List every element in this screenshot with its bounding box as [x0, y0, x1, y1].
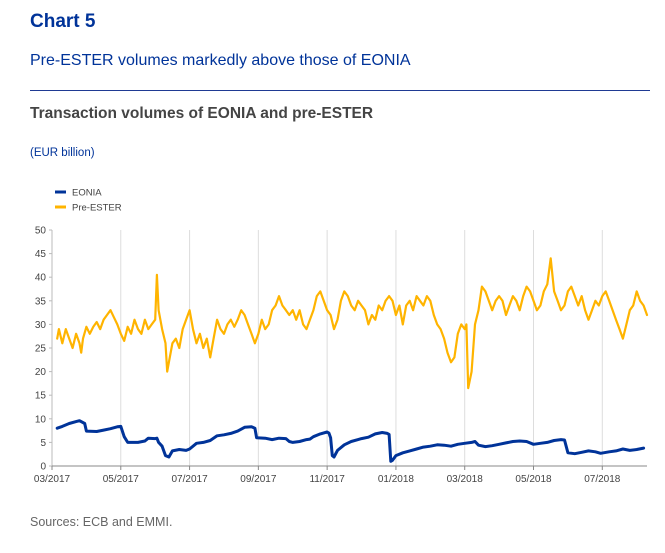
source-note: Sources: ECB and EMMI. — [30, 515, 173, 529]
y-tick-label: 35 — [35, 296, 47, 307]
gridlines — [120, 230, 603, 466]
y-tick-label: 25 — [35, 344, 47, 355]
x-tick-label: 05/2018 — [515, 474, 552, 485]
series-lines — [55, 257, 649, 463]
legend-label-pre-ester: Pre-ESTER — [72, 203, 122, 214]
y-tick-label: 0 — [40, 462, 46, 473]
header-divider — [30, 90, 650, 91]
legend: EONIA Pre-ESTER — [55, 188, 122, 214]
x-tick-label: 07/2018 — [584, 474, 621, 485]
x-tick-label: 07/2017 — [171, 474, 208, 485]
y-tick-label: 20 — [35, 367, 47, 378]
legend-label-eonia: EONIA — [72, 188, 102, 199]
axes: 0 5 10 15 20 25 30 35 40 45 50 03/2017 05/2017 07/201… — [34, 226, 647, 485]
y-tick-label: 10 — [35, 414, 47, 425]
y-tick-label: 5 — [40, 438, 46, 449]
y-tick-label: 45 — [35, 249, 47, 260]
x-tick-label: 03/2017 — [34, 474, 71, 485]
x-tick-label: 01/2018 — [378, 474, 415, 485]
x-tick-label: 09/2017 — [240, 474, 277, 485]
x-tick-label: 11/2017 — [309, 474, 345, 485]
chart-title: Transaction volumes of EONIA and pre-EST… — [30, 105, 374, 122]
series-line-pre-ester — [56, 257, 649, 390]
chart-number: Chart 5 — [30, 11, 96, 32]
y-tick-label: 50 — [35, 226, 47, 237]
x-tick-label: 05/2017 — [103, 474, 140, 485]
y-tick-label: 40 — [35, 273, 47, 284]
unit-label: (EUR billion) — [30, 147, 95, 159]
chart-subtitle: Pre-ESTER volumes markedly above those o… — [30, 52, 411, 69]
y-tick-label: 15 — [35, 391, 47, 402]
series-line-eonia — [55, 419, 646, 463]
x-tick-label: 03/2018 — [447, 474, 484, 485]
y-tick-label: 30 — [35, 320, 47, 331]
